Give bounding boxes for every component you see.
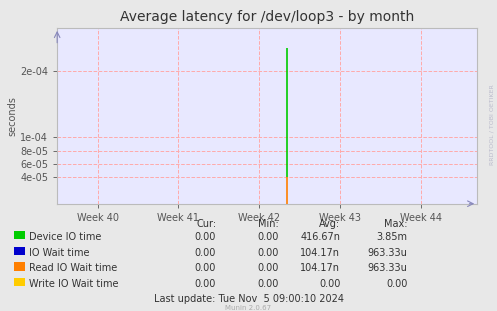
Text: 0.00: 0.00 bbox=[257, 232, 278, 242]
Text: 963.33u: 963.33u bbox=[368, 248, 408, 258]
Text: 0.00: 0.00 bbox=[195, 279, 216, 289]
Text: 0.00: 0.00 bbox=[257, 248, 278, 258]
Text: Device IO time: Device IO time bbox=[29, 232, 101, 242]
Text: 104.17n: 104.17n bbox=[301, 248, 340, 258]
Text: Last update: Tue Nov  5 09:00:10 2024: Last update: Tue Nov 5 09:00:10 2024 bbox=[154, 294, 343, 304]
Text: IO Wait time: IO Wait time bbox=[29, 248, 89, 258]
Text: 3.85m: 3.85m bbox=[377, 232, 408, 242]
Text: Max:: Max: bbox=[384, 219, 408, 229]
Text: 416.67n: 416.67n bbox=[301, 232, 340, 242]
Text: 0.00: 0.00 bbox=[195, 263, 216, 273]
Text: Min:: Min: bbox=[257, 219, 278, 229]
Text: 963.33u: 963.33u bbox=[368, 263, 408, 273]
Y-axis label: seconds: seconds bbox=[7, 96, 17, 136]
Text: Write IO Wait time: Write IO Wait time bbox=[29, 279, 118, 289]
Text: 0.00: 0.00 bbox=[195, 248, 216, 258]
Text: 0.00: 0.00 bbox=[319, 279, 340, 289]
Text: 0.00: 0.00 bbox=[257, 263, 278, 273]
Text: Munin 2.0.67: Munin 2.0.67 bbox=[226, 305, 271, 311]
Text: Read IO Wait time: Read IO Wait time bbox=[29, 263, 117, 273]
Text: 0.00: 0.00 bbox=[195, 232, 216, 242]
Title: Average latency for /dev/loop3 - by month: Average latency for /dev/loop3 - by mont… bbox=[120, 10, 414, 24]
Text: 104.17n: 104.17n bbox=[301, 263, 340, 273]
Text: Cur:: Cur: bbox=[196, 219, 216, 229]
Text: RRDTOOL / TOBI OETIKER: RRDTOOL / TOBI OETIKER bbox=[490, 84, 495, 165]
Text: 0.00: 0.00 bbox=[257, 279, 278, 289]
Text: Avg:: Avg: bbox=[319, 219, 340, 229]
Text: 0.00: 0.00 bbox=[386, 279, 408, 289]
